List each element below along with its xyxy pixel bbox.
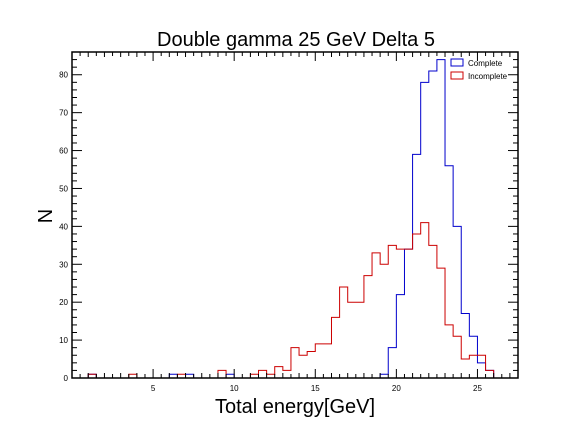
legend-swatch-incomplete [450, 71, 464, 80]
x-tick-label: 15 [311, 384, 320, 393]
y-tick-label: 20 [59, 298, 68, 307]
y-tick-label: 80 [59, 71, 68, 80]
y-tick-label: 10 [59, 336, 68, 345]
y-tick-label: 40 [59, 222, 68, 231]
y-tick-label: 70 [59, 109, 68, 118]
y-tick-label: 50 [59, 184, 68, 193]
y-axis-label: N [35, 209, 57, 223]
y-tick-label: 30 [59, 260, 68, 269]
x-axis-label: Total energy[GeV] [215, 396, 375, 418]
plot-frame [71, 51, 519, 379]
x-tick-label: 10 [230, 384, 239, 393]
legend: Complete Incomplete [450, 58, 508, 81]
y-tick-label: 60 [59, 147, 68, 156]
x-tick-label: 25 [473, 384, 482, 393]
legend-label-complete: Complete [468, 59, 503, 68]
x-tick-label: 20 [392, 384, 401, 393]
legend-swatch-complete [450, 58, 464, 67]
axis-ticks: 5 10 15 20 25 0 10 20 30 40 50 60 70 80 [59, 52, 518, 393]
x-tick-label: 5 [151, 384, 156, 393]
legend-label-incomplete: Incomplete [468, 72, 508, 81]
chart-title: Double gamma 25 GeV Delta 5 [157, 29, 435, 51]
y-tick-label: 0 [64, 374, 69, 383]
